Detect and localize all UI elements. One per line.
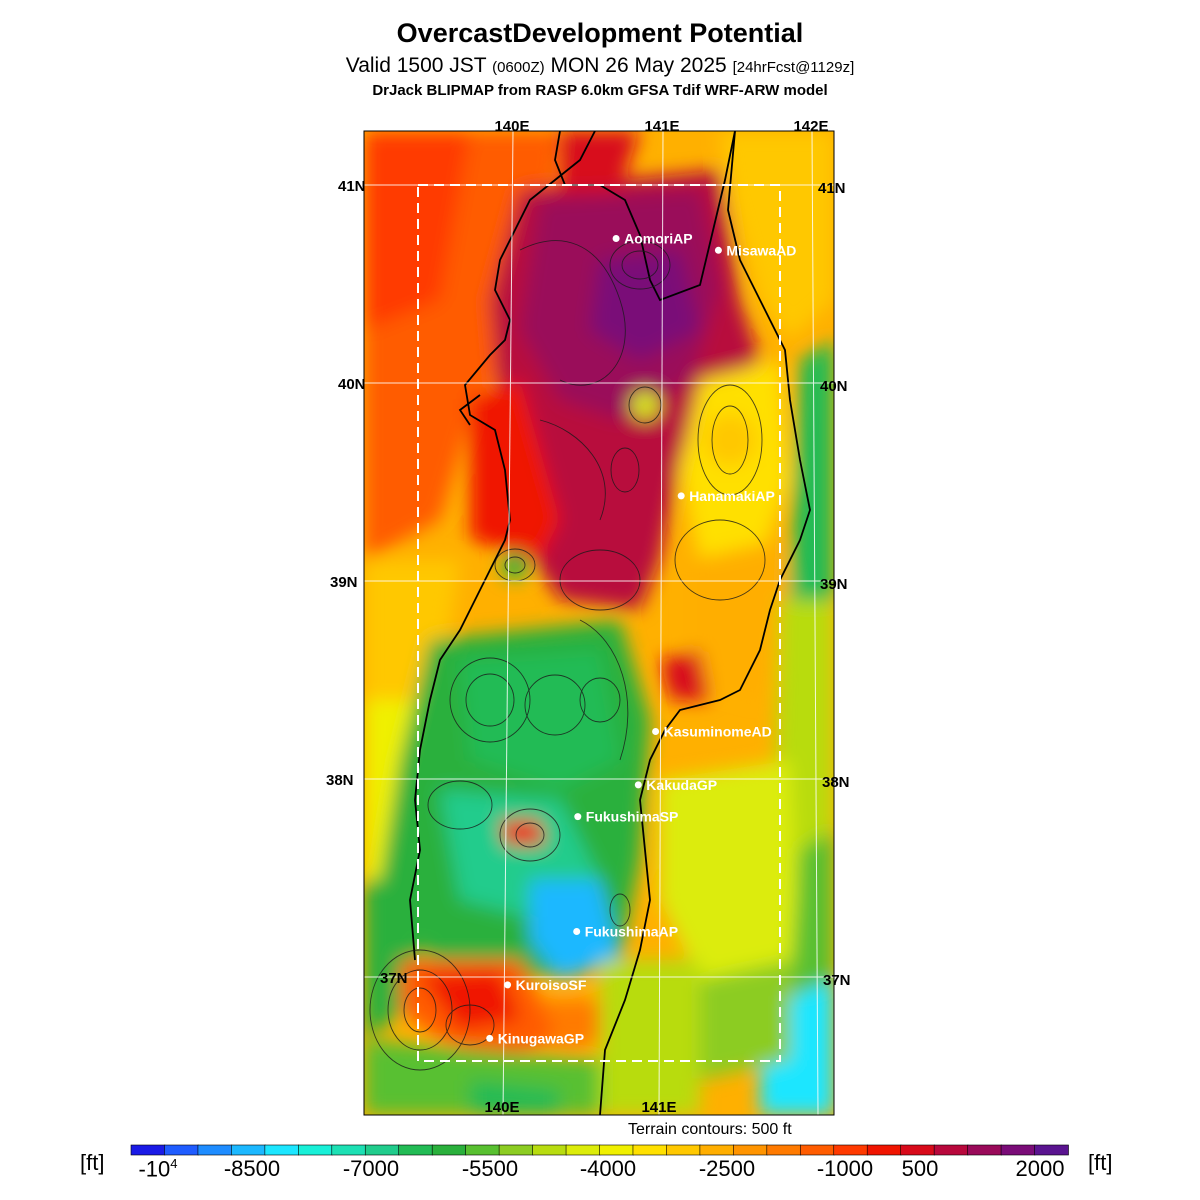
colorbar-swatch (298, 1144, 333, 1156)
colorbar-swatch (900, 1144, 935, 1156)
station-marker (574, 813, 582, 821)
colorbar-swatch (197, 1144, 233, 1156)
valid-date: MON 26 May 2025 (550, 54, 727, 77)
lat-label-left-40: 40N (338, 376, 366, 393)
colorbar-swatch (833, 1144, 869, 1156)
lon-label-top-141: 141E (644, 118, 679, 135)
colorbar-tick-label: 500 (901, 1156, 939, 1181)
colorbar-swatch (766, 1144, 802, 1156)
colorbar-tick-label: -1000 (816, 1156, 874, 1181)
station-label: KakudaGP (646, 777, 717, 793)
colorbar-swatch (866, 1144, 902, 1156)
colorbar-swatch (1034, 1144, 1069, 1156)
station-label: HanamakiAP (689, 488, 775, 504)
stations-layer: AomoriAP MisawaAD HanamakiAP KasuminomeAD Ka… (486, 231, 796, 1046)
station-marker (714, 246, 722, 254)
colorbar-swatch (532, 1144, 567, 1156)
forecast-field (364, 131, 834, 1115)
colorbar-swatch (1000, 1144, 1036, 1156)
map-frame (363, 130, 835, 1116)
valid-time: Valid 1500 JST (0600Z) MON 26 May 2025 [… (0, 54, 1200, 78)
model-source: DrJack BLIPMAP from RASP 6.0km GFSA Tdif… (372, 82, 828, 99)
station-marker (486, 1034, 494, 1042)
station-marker (677, 492, 685, 500)
station-label: KasuminomeAD (664, 724, 772, 740)
station-label: FukushimaSP (586, 809, 679, 825)
station-label: FukushimaAP (585, 924, 678, 940)
terrain-contour-note: Terrain contours: 500 ft (628, 1121, 792, 1138)
colorbar-swatch (733, 1144, 768, 1156)
tick-exponent: 4 (170, 1156, 178, 1171)
colorbar-swatch (632, 1144, 668, 1156)
lat-label-left-41: 41N (338, 178, 366, 195)
lon-label-bottom-140: 140E (484, 1099, 519, 1116)
lat-label-left-37: 37N (380, 970, 408, 987)
graticule (364, 131, 834, 1115)
station-label: MisawaAD (726, 242, 796, 258)
colorbar-swatch (130, 1144, 166, 1156)
colorbar-swatch (599, 1144, 634, 1156)
colorbar-swatch (364, 1144, 400, 1156)
station-marker (573, 928, 581, 935)
station-label: KuroisoSF (516, 977, 587, 993)
colorbar-swatch (967, 1144, 1002, 1156)
station-marker (634, 781, 642, 789)
colorbar-swatch (498, 1144, 534, 1156)
colorbar-tick-label: -104 (138, 1156, 178, 1182)
lat-label-right-38: 38N (822, 774, 850, 791)
inner-domain-box (417, 184, 781, 1062)
colorbar-tick-label: -7000 (342, 1156, 400, 1181)
station-marker (652, 728, 660, 735)
lon-label-top-142: 142E (793, 118, 828, 135)
lon-label-bottom-141: 141E (641, 1099, 676, 1116)
colorbar-swatch (431, 1144, 467, 1156)
station-label: AomoriAP (624, 231, 692, 247)
terrain-contours (369, 240, 766, 1071)
colorbar-swatch (164, 1144, 199, 1156)
valid-prefix: Valid 1500 JST (345, 54, 487, 77)
colorbar-tick-label: -8500 (223, 1156, 281, 1181)
lat-label-right-41: 41N (818, 180, 846, 197)
colorbar-swatch (933, 1144, 969, 1156)
colorbar-swatch (666, 1144, 701, 1156)
station-marker (504, 981, 512, 989)
colorbar-swatch (398, 1144, 433, 1156)
lat-label-left-38: 38N (326, 772, 354, 789)
valid-utc: (0600Z) (492, 59, 545, 76)
lat-label-right-37: 37N (823, 972, 851, 989)
colorbar-unit-right: [ft] (1088, 1150, 1113, 1175)
colorbar-unit-left: [ft] (80, 1150, 105, 1175)
lon-label-top-140: 140E (494, 118, 529, 135)
colorbar-swatch (565, 1144, 601, 1156)
axis-labels: 140E 141E 142E 140E 141E 41N 40N 39N 38N… (326, 118, 851, 1116)
colorbar-tick-label: 2000 (1015, 1156, 1065, 1181)
map-title: OvercastDevelopment Potential (396, 18, 804, 48)
colorbar-swatch (699, 1144, 735, 1156)
coastline (409, 131, 811, 1115)
station-marker (612, 235, 620, 242)
lat-label-right-40: 40N (820, 378, 848, 395)
station-label: KinugawaGP (498, 1030, 584, 1046)
colorbar-tick-label: -2500 (698, 1156, 756, 1181)
colorbar-swatch (231, 1144, 266, 1156)
colorbar (130, 1144, 1069, 1156)
colorbar-swatch (799, 1144, 835, 1156)
forecast-tag: [24hrFcst@1129z] (732, 59, 855, 76)
colorbar-swatch (465, 1144, 500, 1156)
lat-label-right-39: 39N (820, 576, 848, 593)
colorbar-tick-label: -4000 (579, 1156, 637, 1181)
colorbar-swatch (331, 1144, 367, 1156)
colorbar-swatch (264, 1144, 300, 1156)
colorbar-tick-label: -5500 (461, 1156, 519, 1181)
lat-label-left-39: 39N (330, 574, 358, 591)
